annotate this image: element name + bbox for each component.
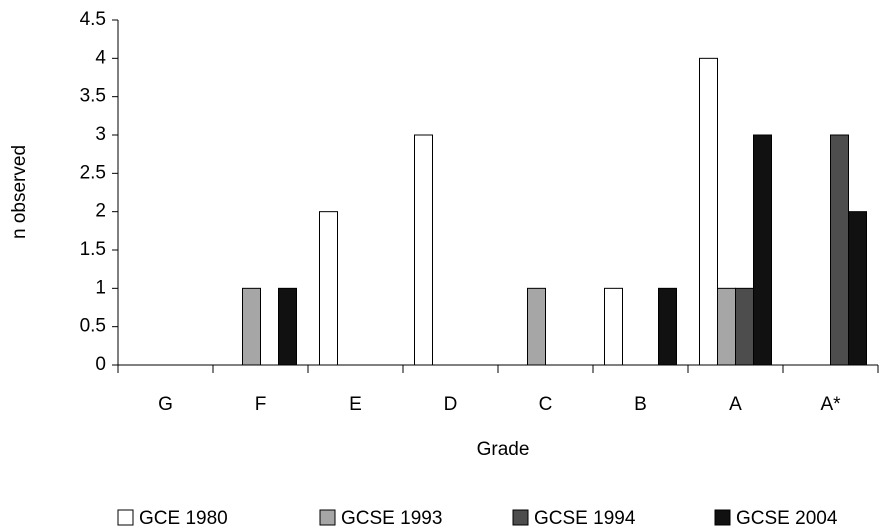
legend-swatch [512, 509, 529, 526]
x-tick-label: F [255, 394, 267, 415]
bar [753, 134, 772, 366]
y-tick-label: 2 [95, 201, 106, 222]
x-tick-label: E [349, 394, 362, 415]
x-tick-label: D [444, 394, 458, 415]
y-tick-label: 3.5 [80, 86, 106, 107]
bar [278, 287, 297, 366]
legend-label: GCSE 2004 [736, 508, 838, 529]
x-tick-label: A* [820, 394, 841, 415]
legend-swatch [117, 509, 134, 526]
y-tick-label: 3 [95, 124, 106, 145]
y-tick-label: 0.5 [80, 316, 106, 337]
y-tick-label: 1.5 [80, 239, 106, 260]
y-axis-label: n observed [9, 145, 30, 239]
bar [604, 287, 623, 366]
y-tick-label: 1 [95, 277, 106, 298]
legend-label: GCSE 1993 [341, 508, 442, 529]
y-tick-label: 2.5 [80, 162, 106, 183]
bar [717, 287, 736, 366]
bar [527, 287, 546, 366]
bar [319, 211, 338, 366]
x-tick-label: A [729, 394, 742, 415]
y-tick-label: 4.5 [80, 9, 106, 30]
bar [658, 287, 677, 366]
x-tick-label: C [539, 394, 553, 415]
legend-label: GCE 1980 [139, 508, 228, 529]
x-axis-label: Grade [477, 439, 530, 460]
legend-label: GCSE 1994 [534, 508, 636, 529]
y-tick-label: 0 [95, 354, 106, 375]
bar [699, 57, 718, 366]
y-tick-label: 4 [95, 47, 106, 68]
legend-swatch [319, 509, 336, 526]
bar [848, 211, 867, 366]
bar [414, 134, 433, 366]
legend-swatch [714, 509, 731, 526]
bar [830, 134, 849, 366]
x-tick-label: G [158, 394, 173, 415]
bar [242, 287, 261, 366]
bar [735, 287, 754, 366]
x-tick-label: B [634, 394, 647, 415]
